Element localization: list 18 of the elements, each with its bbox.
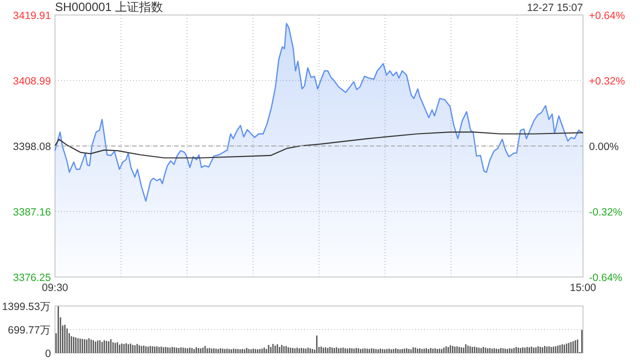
y-tick-label: 1399.53万: [2, 301, 51, 313]
y-tick-label: 699.77万: [8, 324, 51, 336]
y2-tick-label: +0.32%: [589, 76, 625, 88]
y-tick-label: 3419.91: [13, 10, 52, 22]
y-tick-label: 3387.16: [13, 206, 52, 219]
y2-tick-label: +0.64%: [589, 10, 625, 22]
y-tick-label: 3376.25: [13, 272, 52, 284]
chart-title: SH000001 上证指数: [55, 0, 164, 14]
y2-tick-label: -0.64%: [589, 272, 622, 284]
y2-tick-label: 0.00%: [589, 141, 619, 153]
y2-tick-label: -0.32%: [589, 206, 622, 218]
x-tick-label: 15:00: [570, 282, 596, 294]
text: 12-27 15:07: [526, 2, 584, 14]
y-tick-label: 3408.99: [13, 76, 52, 88]
y-tick-label: 0: [45, 348, 52, 360]
x-tick-label: 09:30: [42, 282, 68, 294]
line-series: [54, 132, 584, 158]
y-tick-label: 3398.08: [13, 141, 52, 153]
